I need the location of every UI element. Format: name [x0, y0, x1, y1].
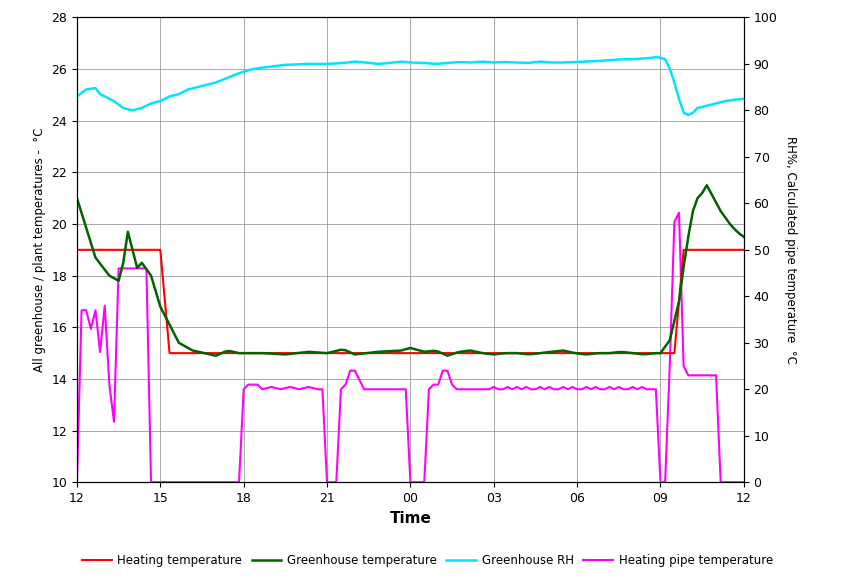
Greenhouse temperature — [702, 182, 712, 189]
Greenhouse RH — [739, 95, 749, 102]
Greenhouse temperature — [210, 352, 221, 359]
Heating temperature — [697, 246, 707, 253]
Heating temperature — [72, 246, 82, 253]
Heating temperature — [600, 350, 610, 357]
Greenhouse RH — [595, 58, 605, 64]
Greenhouse temperature — [104, 272, 115, 279]
Heating temperature — [164, 350, 174, 357]
Heating temperature — [581, 350, 592, 357]
Greenhouse RH — [457, 59, 467, 66]
Greenhouse temperature — [739, 234, 749, 241]
Heating pipe temperature — [457, 386, 467, 393]
Heating pipe temperature — [697, 372, 707, 379]
Heating pipe temperature — [72, 479, 82, 486]
Greenhouse temperature — [72, 195, 82, 202]
Greenhouse RH — [702, 102, 712, 109]
Greenhouse RH — [76, 89, 86, 96]
Heating pipe temperature — [104, 381, 115, 388]
Heating temperature — [739, 246, 749, 253]
Heating pipe temperature — [595, 386, 605, 393]
Greenhouse temperature — [600, 350, 610, 357]
Greenhouse temperature — [461, 347, 471, 354]
Y-axis label: All greenhouse / plant temperatures -  °C: All greenhouse / plant temperatures - °C — [32, 128, 46, 372]
Heating pipe temperature — [576, 386, 587, 393]
Heating temperature — [461, 350, 471, 357]
Greenhouse RH — [576, 58, 587, 65]
Line: Heating temperature: Heating temperature — [77, 250, 744, 353]
Greenhouse RH — [683, 112, 693, 119]
Y-axis label: RH%, Calculated pipe temperature  °C: RH%, Calculated pipe temperature °C — [784, 136, 797, 364]
Legend: Heating temperature, Greenhouse temperature, Greenhouse RH, Heating pipe tempera: Heating temperature, Greenhouse temperat… — [77, 550, 778, 572]
Greenhouse RH — [651, 53, 661, 60]
Heating pipe temperature — [674, 209, 684, 216]
Line: Greenhouse RH: Greenhouse RH — [77, 57, 744, 115]
Greenhouse RH — [72, 93, 82, 100]
Heating pipe temperature — [739, 479, 749, 486]
Greenhouse temperature — [76, 210, 86, 217]
Heating temperature — [104, 246, 115, 253]
Greenhouse temperature — [581, 351, 592, 358]
Heating temperature — [76, 246, 86, 253]
Line: Greenhouse temperature: Greenhouse temperature — [77, 185, 744, 356]
X-axis label: Time: Time — [390, 511, 431, 525]
Greenhouse RH — [104, 95, 115, 102]
Greenhouse temperature — [697, 189, 707, 196]
Line: Heating pipe temperature: Heating pipe temperature — [77, 213, 744, 482]
Heating pipe temperature — [76, 307, 86, 314]
